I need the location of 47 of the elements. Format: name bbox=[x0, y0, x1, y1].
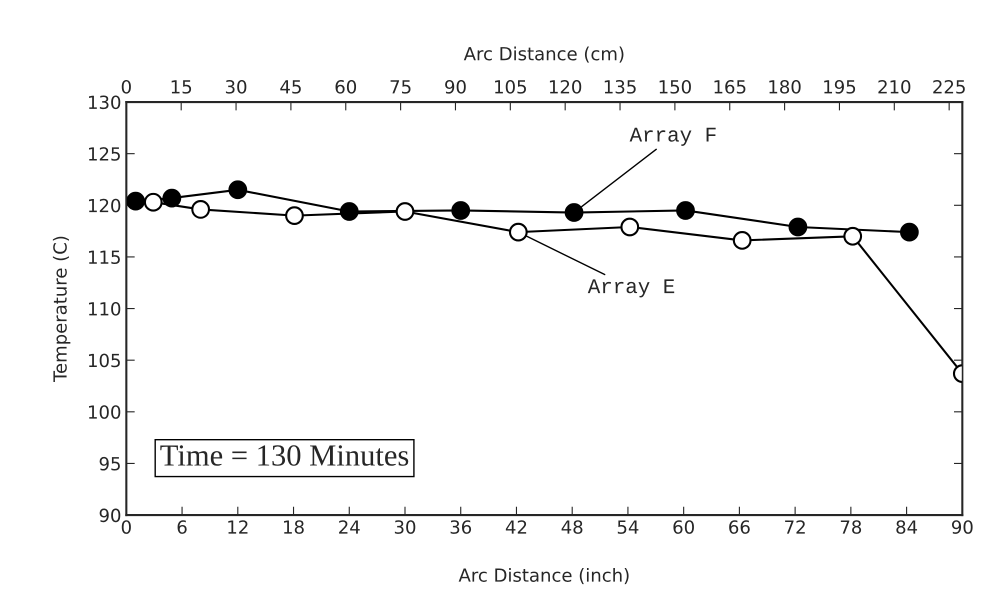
y-tick-label: 120 bbox=[88, 198, 120, 212]
x-tick-label: 36 bbox=[450, 520, 472, 534]
annotation: Time = 130 Minutes bbox=[160, 445, 408, 466]
x2-axis-title: Arc Distance (cm) bbox=[464, 46, 624, 63]
x-tick-label: 60 bbox=[673, 520, 694, 534]
x-tick-label: 30 bbox=[394, 520, 416, 534]
x-tick-label: 54 bbox=[618, 520, 638, 534]
y-tick-label: 130 bbox=[88, 95, 120, 110]
x-tick-label: 78 bbox=[840, 520, 862, 534]
y-tick-label: 105 bbox=[88, 354, 120, 368]
x-tick-label: 48 bbox=[562, 520, 582, 534]
x2-tick-label: 0 bbox=[122, 80, 131, 94]
y-tick-label: 100 bbox=[88, 405, 120, 419]
y-tick-label: 115 bbox=[88, 250, 120, 264]
x2-tick-label: 60 bbox=[336, 80, 356, 94]
x-tick-label: 18 bbox=[284, 520, 304, 534]
y-axis-title: Temperature (C) bbox=[52, 236, 70, 382]
x2-tick-label: 15 bbox=[172, 80, 192, 94]
x2-tick-label: 195 bbox=[824, 80, 856, 94]
x-tick-label: 72 bbox=[785, 520, 805, 534]
x-tick-label: 42 bbox=[506, 520, 526, 534]
y-tick-label: 90 bbox=[100, 508, 120, 522]
x2-tick-label: 120 bbox=[550, 80, 582, 94]
x-tick-label: 6 bbox=[178, 520, 187, 534]
x2-tick-label: 30 bbox=[226, 80, 246, 94]
x2-tick-label: 135 bbox=[604, 80, 636, 94]
y-tick-label: 95 bbox=[100, 456, 120, 471]
x2-tick-label: 75 bbox=[390, 80, 411, 94]
x-tick-label: 84 bbox=[896, 520, 918, 534]
x-tick-label: 66 bbox=[729, 520, 750, 534]
x2-tick-label: 210 bbox=[878, 80, 910, 94]
text: Array E bbox=[588, 279, 674, 298]
x-tick-label: 90 bbox=[952, 520, 973, 534]
x-tick-label: 24 bbox=[339, 520, 360, 534]
x2-tick-label: 150 bbox=[660, 80, 691, 94]
x-tick-label: 12 bbox=[228, 520, 248, 534]
x2-tick-label: 225 bbox=[933, 80, 965, 94]
y-tick-label: 125 bbox=[88, 147, 120, 161]
x2-tick-label: 45 bbox=[280, 80, 301, 94]
x2-tick-label: 165 bbox=[714, 80, 746, 94]
y-tick-label: 110 bbox=[88, 302, 120, 316]
x2-tick-label: 180 bbox=[769, 80, 801, 94]
x2-tick-label: 90 bbox=[445, 80, 466, 94]
x-tick-label: 0 bbox=[122, 520, 131, 534]
x-axis-title: Arc Distance (inch) bbox=[458, 568, 629, 584]
text: Array F bbox=[630, 128, 716, 146]
x2-tick-label: 105 bbox=[495, 80, 526, 94]
